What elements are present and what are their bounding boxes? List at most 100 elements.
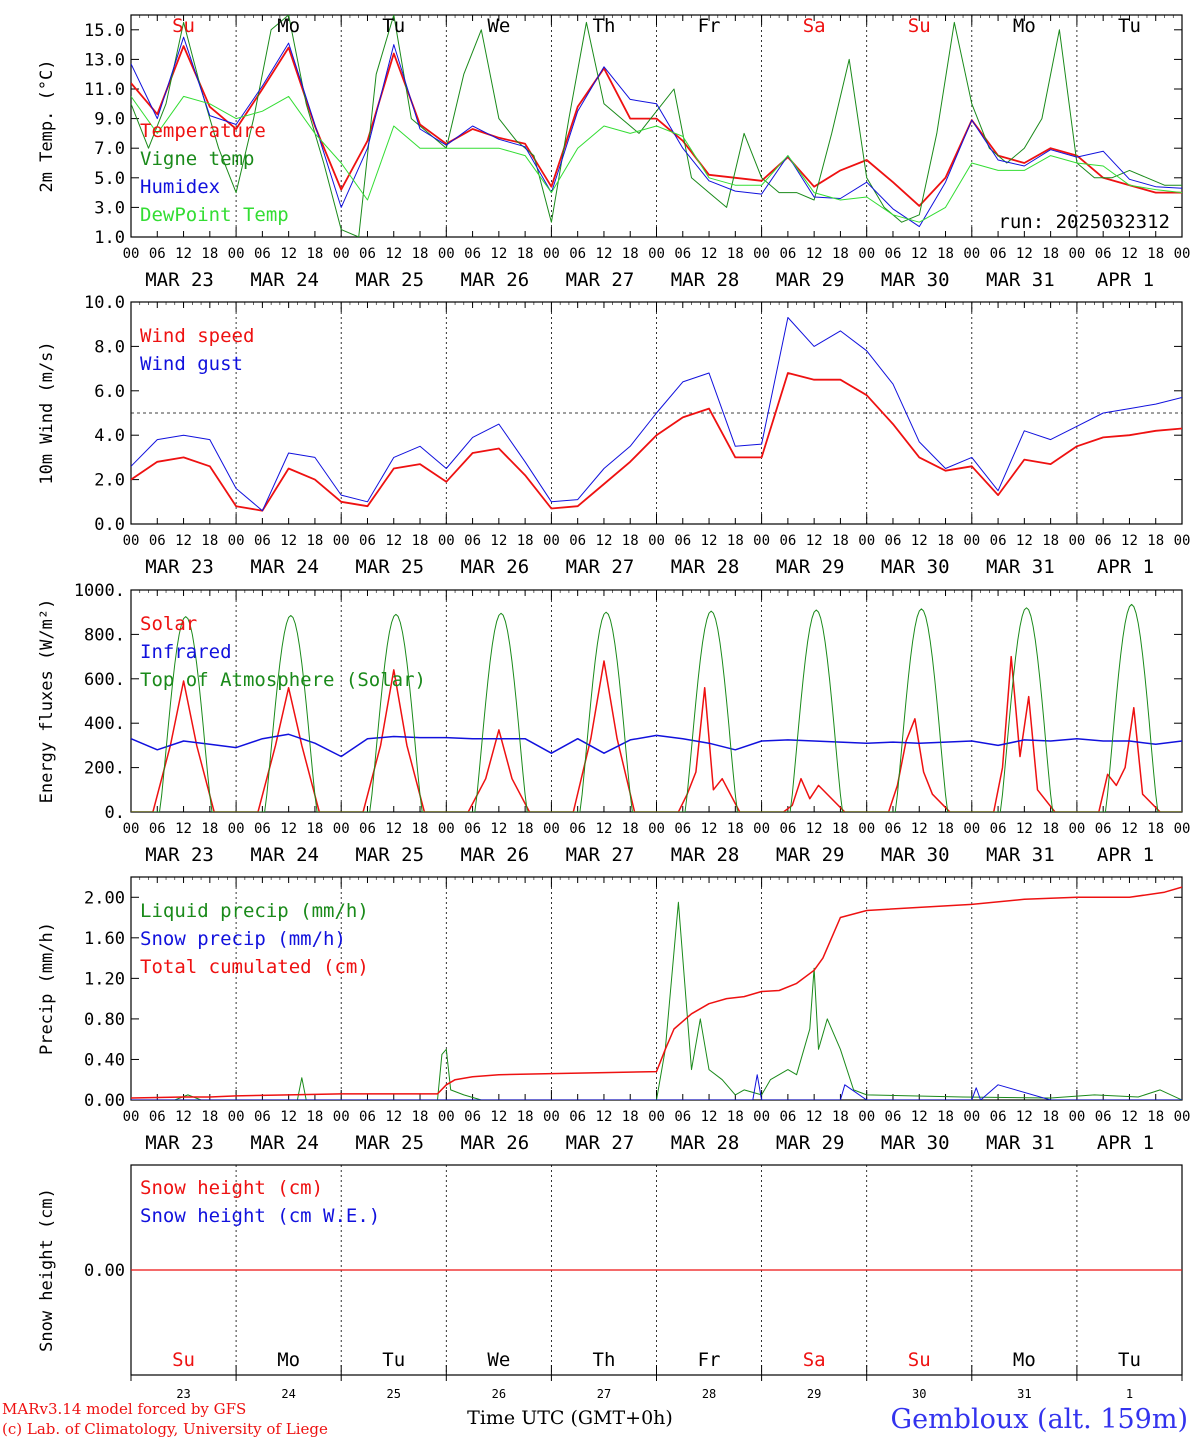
x-hour-tick-label: 06 xyxy=(779,821,796,837)
legend-entry: Vigne temp xyxy=(140,148,254,170)
x-hour-tick-label: 18 xyxy=(832,246,849,262)
x-hour-tick-label: 12 xyxy=(280,246,297,262)
x-hour-tick-label: 00 xyxy=(963,246,980,262)
x-hour-tick-label: 00 xyxy=(543,821,560,837)
x-hour-tick-label: 12 xyxy=(911,246,928,262)
x-hour-tick-label: 18 xyxy=(1147,533,1164,549)
x-hour-tick-label: 18 xyxy=(412,821,429,837)
x-hour-tick-label: 00 xyxy=(543,246,560,262)
x-hour-tick-label: 12 xyxy=(175,246,192,262)
series-line-wind-gust xyxy=(131,317,1182,512)
x-hour-tick-label: 18 xyxy=(1042,1109,1059,1125)
x-hour-tick-label: 00 xyxy=(1174,246,1191,262)
x-hour-tick-label: 12 xyxy=(385,533,402,549)
x-date-label: MAR 25 xyxy=(355,844,424,866)
x-hour-tick-label: 18 xyxy=(306,246,323,262)
weekday-label-top: Fr xyxy=(698,15,721,37)
x-hour-tick-label: 06 xyxy=(149,246,166,262)
x-hour-tick-label: 00 xyxy=(753,1109,770,1125)
x-hour-tick-label: 06 xyxy=(464,1109,481,1125)
x-date-label: MAR 27 xyxy=(566,844,635,866)
x-hour-tick-label: 06 xyxy=(1095,821,1112,837)
x-hour-tick-label: 12 xyxy=(490,1109,507,1125)
y-tick-label: 400. xyxy=(84,714,125,734)
y-tick-label: 10.0 xyxy=(84,293,125,313)
x-hour-tick-label: 12 xyxy=(701,1109,718,1125)
x-hour-tick-label: 12 xyxy=(1016,533,1033,549)
weekday-label-bottom: Tu xyxy=(382,1349,405,1371)
x-date-label: MAR 31 xyxy=(986,1132,1055,1154)
x-hour-tick-label: 12 xyxy=(385,1109,402,1125)
x-hour-tick-label: 06 xyxy=(149,821,166,837)
x-hour-tick-label: 18 xyxy=(1042,246,1059,262)
x-hour-tick-label: 18 xyxy=(517,246,534,262)
x-hour-tick-label: 18 xyxy=(517,1109,534,1125)
x-date-label: MAR 29 xyxy=(776,1132,845,1154)
legend-entry: Humidex xyxy=(140,176,220,198)
day-number-label: 28 xyxy=(702,1387,716,1401)
y-tick-label: 0.00 xyxy=(84,1261,125,1281)
x-hour-tick-label: 12 xyxy=(1121,821,1138,837)
x-hour-tick-label: 06 xyxy=(885,533,902,549)
panel-3: 0. 200. 400. 600. 800. 1000. Energy fluxes (W/… xyxy=(37,581,1190,866)
x-date-label: MAR 25 xyxy=(355,556,424,578)
x-hour-tick-label: 18 xyxy=(1147,246,1164,262)
series-line-liquid-precip-mm-h- xyxy=(131,901,1182,1100)
x-hour-tick-label: 12 xyxy=(280,1109,297,1125)
legend-entry: Liquid precip (mm/h) xyxy=(140,900,369,922)
x-date-label: MAR 23 xyxy=(145,1132,214,1154)
x-hour-tick-label: 06 xyxy=(254,246,271,262)
day-number-label: 1 xyxy=(1126,1387,1133,1401)
x-hour-tick-label: 00 xyxy=(333,1109,350,1125)
weekday-label-bottom: Fr xyxy=(698,1349,721,1371)
x-date-label: MAR 23 xyxy=(145,269,214,291)
day-number-label: 26 xyxy=(492,1387,506,1401)
x-hour-tick-label: 06 xyxy=(674,533,691,549)
x-hour-tick-label: 06 xyxy=(464,533,481,549)
x-hour-tick-label: 12 xyxy=(175,1109,192,1125)
legend-entry: Top of Atmosphere (Solar) xyxy=(140,669,426,691)
weekday-label-bottom: Mo xyxy=(277,1349,300,1371)
weekday-label-bottom: Th xyxy=(593,1349,616,1371)
x-hour-tick-label: 18 xyxy=(937,533,954,549)
x-hour-tick-label: 12 xyxy=(385,246,402,262)
x-date-label: MAR 26 xyxy=(461,269,530,291)
y-tick-label: 0.40 xyxy=(84,1050,125,1070)
x-hour-tick-label: 06 xyxy=(1095,1109,1112,1125)
x-hour-tick-label: 06 xyxy=(569,246,586,262)
x-hour-tick-label: 06 xyxy=(254,533,271,549)
weekday-label-top: Tu xyxy=(382,15,405,37)
y-tick-label: 1.60 xyxy=(84,929,125,949)
y-tick-label: 0.80 xyxy=(84,1010,125,1030)
x-date-label: MAR 24 xyxy=(250,556,319,578)
x-hour-tick-label: 06 xyxy=(885,1109,902,1125)
series-line-wind-speed xyxy=(131,372,1182,512)
weekday-label-bottom: Sa xyxy=(803,1349,826,1371)
x-hour-tick-label: 12 xyxy=(806,1109,823,1125)
x-hour-tick-label: 12 xyxy=(175,533,192,549)
x-hour-tick-label: 06 xyxy=(1095,246,1112,262)
x-hour-tick-label: 00 xyxy=(1174,1109,1191,1125)
weekday-label-top: Sa xyxy=(803,15,826,37)
run-label: run: 2025032312 xyxy=(998,211,1170,233)
panel-4: 0.00 0.40 0.80 1.20 1.60 2.00 Precip (mm/h) Liq… xyxy=(37,876,1191,1154)
y-tick-label: 1.0 xyxy=(94,228,125,248)
x-date-label: MAR 24 xyxy=(250,269,319,291)
x-hour-tick-label: 00 xyxy=(963,821,980,837)
x-hour-tick-label: 12 xyxy=(1121,533,1138,549)
x-hour-tick-label: 00 xyxy=(228,246,245,262)
x-hour-tick-label: 18 xyxy=(1042,821,1059,837)
x-hour-tick-label: 06 xyxy=(359,1109,376,1125)
y-tick-label: 9.0 xyxy=(94,110,125,130)
x-hour-tick-label: 18 xyxy=(412,533,429,549)
x-hour-tick-label: 12 xyxy=(596,1109,613,1125)
x-hour-tick-label: 00 xyxy=(1068,821,1085,837)
x-hour-tick-label: 18 xyxy=(1147,1109,1164,1125)
x-date-label: MAR 28 xyxy=(671,844,740,866)
x-hour-tick-label: 12 xyxy=(911,1109,928,1125)
x-date-label: MAR 24 xyxy=(250,1132,319,1154)
x-hour-tick-label: 18 xyxy=(937,1109,954,1125)
x-hour-tick-label: 06 xyxy=(149,533,166,549)
x-date-label: APR 1 xyxy=(1097,556,1154,578)
